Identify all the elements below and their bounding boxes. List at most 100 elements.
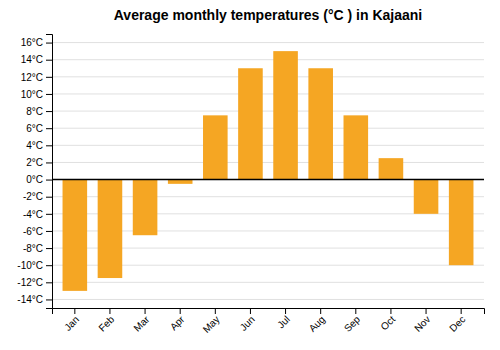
- tick: Oct: [379, 308, 398, 332]
- tick: 12°C: [21, 72, 52, 83]
- tick-label: 12°C: [21, 72, 43, 83]
- tick-mark: [46, 180, 52, 181]
- tick: -12°C: [17, 277, 52, 288]
- tick-label: Sep: [342, 313, 363, 334]
- tick: Feb: [96, 308, 116, 334]
- tick: -8°C: [23, 243, 52, 254]
- bar: [273, 51, 298, 179]
- tick: -2°C: [23, 191, 52, 202]
- tick-mark: [46, 145, 52, 146]
- y-axis: -14°C -12°C -10°C -8°C -6°C -4°C -2°C 0°C 2°C 4°C…: [17, 35, 52, 309]
- tick: Mar: [131, 308, 151, 334]
- tick-mark: [46, 197, 52, 198]
- grid: [52, 43, 484, 300]
- bars: [52, 51, 484, 291]
- tick-label: 8°C: [26, 106, 43, 117]
- tick-label: Feb: [96, 313, 116, 333]
- tick-mark: [46, 231, 52, 232]
- tick-mark: [46, 43, 52, 44]
- tick: Jun: [238, 308, 257, 333]
- tick-label: May: [201, 314, 222, 335]
- bar: [98, 180, 123, 278]
- tick: -6°C: [23, 226, 52, 237]
- tick-label: Dec: [447, 314, 467, 334]
- tick-label: Nov: [412, 314, 432, 334]
- tick-mark: [426, 308, 427, 314]
- tick-mark: [46, 94, 52, 95]
- tick-label: Jan: [62, 314, 81, 333]
- tick-label: 10°C: [21, 89, 43, 100]
- bar: [449, 180, 474, 266]
- tick-mark: [74, 308, 75, 314]
- tick-mark: [250, 308, 251, 314]
- plot: -14°C -12°C -10°C -8°C -6°C -4°C -2°C 0°C 2°C 4°C…: [17, 35, 484, 335]
- tick-mark: [320, 308, 321, 314]
- x-axis: Jan Feb Mar Apr May Jun Jul Aug Sep Oct Nov Dec: [53, 308, 485, 335]
- tick: 0°C: [26, 174, 52, 185]
- grid-line: [52, 282, 484, 283]
- bar: [308, 68, 333, 179]
- bar: [379, 158, 404, 179]
- bar: [238, 68, 263, 179]
- tick: -14°C: [17, 294, 52, 305]
- tick-label: -4°C: [23, 209, 43, 220]
- tick: Jan: [62, 308, 81, 333]
- title: Average monthly temperatures (°C ) in Ka…: [114, 7, 423, 23]
- grid-line: [52, 59, 484, 60]
- tick: Nov: [412, 308, 432, 334]
- tick-mark: [46, 111, 52, 112]
- bar: [414, 180, 439, 214]
- tick-label: Apr: [168, 313, 187, 332]
- grid-line: [52, 42, 484, 43]
- grid-line: [52, 76, 484, 77]
- tick-label: 6°C: [26, 123, 43, 134]
- tick-mark: [215, 308, 216, 314]
- tick: Apr: [168, 308, 187, 332]
- tick: -10°C: [17, 260, 52, 271]
- tick: 2°C: [26, 157, 52, 168]
- tick-mark: [46, 299, 52, 300]
- tick: 14°C: [21, 54, 52, 65]
- grid-line: [52, 111, 484, 112]
- tick-label: Jun: [238, 314, 257, 333]
- tick: 8°C: [26, 106, 52, 117]
- grid-line: [52, 162, 484, 163]
- tick-label: Jul: [275, 314, 292, 331]
- tick-label: -8°C: [23, 243, 43, 254]
- tick-label: Oct: [379, 314, 398, 333]
- grid-line: [52, 93, 484, 94]
- tick-mark: [390, 308, 391, 314]
- tick-label: 14°C: [21, 54, 43, 65]
- tick-mark: [285, 308, 286, 314]
- tick-label: -12°C: [17, 277, 43, 288]
- tick-label: 2°C: [26, 157, 43, 168]
- tick-label: -6°C: [23, 226, 43, 237]
- bar: [203, 115, 228, 179]
- tick-label: -14°C: [17, 294, 43, 305]
- tick-label: 0°C: [26, 174, 43, 185]
- tick: Sep: [342, 308, 363, 334]
- tick: Aug: [307, 308, 327, 334]
- axis-line: [46, 35, 53, 309]
- tick-mark: [46, 60, 52, 61]
- tick-label: Aug: [307, 314, 327, 334]
- tick: May: [201, 308, 222, 335]
- axis-line: [53, 309, 485, 315]
- tick-mark: [109, 308, 110, 314]
- grid-line: [52, 299, 484, 300]
- tick-mark: [46, 162, 52, 163]
- tick-mark: [46, 128, 52, 129]
- tick-label: -10°C: [17, 260, 43, 271]
- tick: Jul: [275, 308, 292, 330]
- tick-mark: [145, 308, 146, 314]
- bar: [63, 180, 88, 291]
- tick: Dec: [447, 308, 467, 334]
- bar: [344, 115, 369, 179]
- tick-mark: [355, 308, 356, 314]
- chart: Average monthly temperatures (°C ) in Ka…: [0, 0, 500, 350]
- tick-mark: [46, 282, 52, 283]
- tick-mark: [46, 265, 52, 266]
- baseline: [52, 179, 484, 181]
- tick: 16°C: [21, 37, 52, 48]
- tick-label: 4°C: [26, 140, 43, 151]
